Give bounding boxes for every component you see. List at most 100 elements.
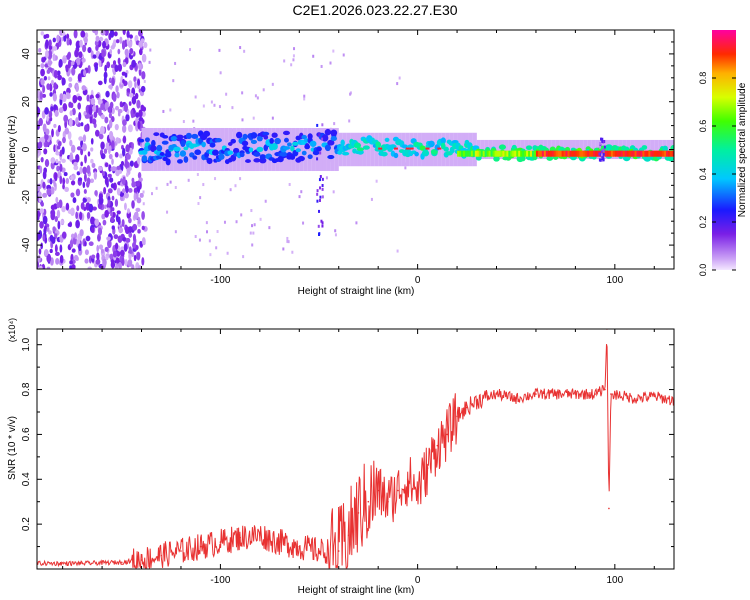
noise-cell: [104, 246, 109, 253]
noise-cell: [141, 53, 147, 63]
noise-cell: [97, 80, 103, 86]
noise-speckle: [283, 59, 286, 63]
signal-cell: [316, 146, 322, 152]
noise-cell: [123, 243, 128, 252]
noise-cell: [95, 44, 99, 51]
noise-cell: [75, 153, 80, 163]
signal-halo: [370, 132, 375, 167]
noise-cell: [87, 47, 92, 54]
signal-cell: [295, 148, 302, 153]
noise-cell: [71, 144, 76, 153]
noise-cell: [109, 48, 113, 55]
noise-speckle: [155, 186, 158, 190]
noise-cell: [133, 192, 137, 202]
transient-cell: [321, 221, 324, 225]
noise-cell: [38, 137, 44, 142]
noise-cell: [41, 57, 46, 63]
signal-cell: [324, 128, 332, 136]
noise-cell: [46, 266, 51, 269]
noise-cell: [43, 76, 47, 81]
noise-cell: [135, 112, 140, 119]
noise-cell: [50, 157, 56, 164]
noise-cell: [137, 172, 142, 179]
noise-cell: [104, 176, 109, 186]
noise-cell: [137, 229, 141, 234]
noise-speckle: [192, 119, 195, 123]
signal-core: [474, 150, 479, 157]
noise-speckle: [303, 94, 306, 98]
signal-core: [664, 150, 668, 157]
signal-cell: [250, 139, 258, 144]
noise-cell: [48, 45, 53, 51]
spectrogram-axes: -100 0 100 -40 -20 0 20 40: [21, 30, 674, 286]
noise-cell: [100, 30, 106, 36]
noise-cell: [103, 30, 109, 36]
noise-cell: [102, 258, 107, 267]
noise-cell: [44, 107, 49, 115]
signal-cell: [362, 145, 370, 150]
noise-cell: [70, 192, 75, 198]
signal-core: [476, 150, 481, 157]
noise-cell: [38, 117, 43, 127]
noise-cell: [79, 39, 83, 48]
noise-cell: [74, 49, 79, 58]
noise-cell: [104, 209, 109, 218]
snr-data-point: [446, 433, 449, 436]
noise-cell: [110, 216, 115, 223]
noise-speckle: [259, 217, 262, 221]
noise-cell: [38, 196, 42, 203]
signal-core: [555, 150, 559, 157]
signal-cell: [259, 154, 266, 160]
signal-core: [608, 150, 613, 157]
noise-cell: [61, 231, 67, 239]
signal-cell: [401, 144, 408, 149]
transient-cell: [316, 192, 319, 196]
transient-cell: [600, 150, 603, 154]
noise-cell: [80, 161, 83, 167]
signal-cell: [176, 159, 183, 164]
signal-cell: [241, 140, 249, 147]
signal-halo: [646, 139, 651, 160]
noise-cell: [54, 172, 58, 182]
signal-cell: [380, 151, 388, 157]
noise-cell: [71, 248, 76, 253]
noise-speckle: [252, 116, 255, 120]
noise-cell: [46, 115, 49, 122]
signal-halo: [488, 139, 493, 160]
noise-cell: [112, 250, 118, 258]
noise-cell: [105, 90, 110, 98]
noise-cell: [128, 101, 132, 106]
snr-data-point: [160, 554, 163, 557]
signal-core: [638, 150, 642, 157]
signal-cell: [375, 141, 382, 149]
signal-cell: [304, 144, 311, 150]
noise-cell: [39, 91, 43, 100]
transient-cell: [318, 133, 321, 137]
noise-cell: [92, 30, 97, 34]
noise-cell: [112, 70, 117, 76]
signal-halo: [240, 127, 245, 172]
snr-data-point: [298, 545, 301, 548]
snr-data-point: [608, 507, 610, 510]
noise-cell: [37, 191, 42, 198]
signal-core: [644, 150, 648, 157]
signal-cell: [307, 154, 313, 160]
noise-cell: [59, 244, 63, 253]
noise-cell: [126, 30, 130, 39]
signal-peak: [409, 147, 414, 150]
noise-speckle: [342, 53, 345, 57]
snr-data-point: [515, 397, 518, 400]
noise-cell: [75, 219, 80, 229]
noise-cell: [129, 92, 134, 98]
signal-core: [630, 150, 634, 157]
signal-cell: [292, 141, 299, 146]
noise-cell: [134, 92, 139, 100]
transient-cell: [319, 151, 322, 155]
noise-cell: [50, 186, 55, 195]
noise-cell: [107, 239, 112, 249]
noise-cell: [101, 213, 106, 220]
noise-cell: [43, 225, 47, 231]
signal-core: [620, 150, 625, 157]
noise-speckle: [286, 236, 289, 240]
signal-core: [532, 150, 536, 157]
